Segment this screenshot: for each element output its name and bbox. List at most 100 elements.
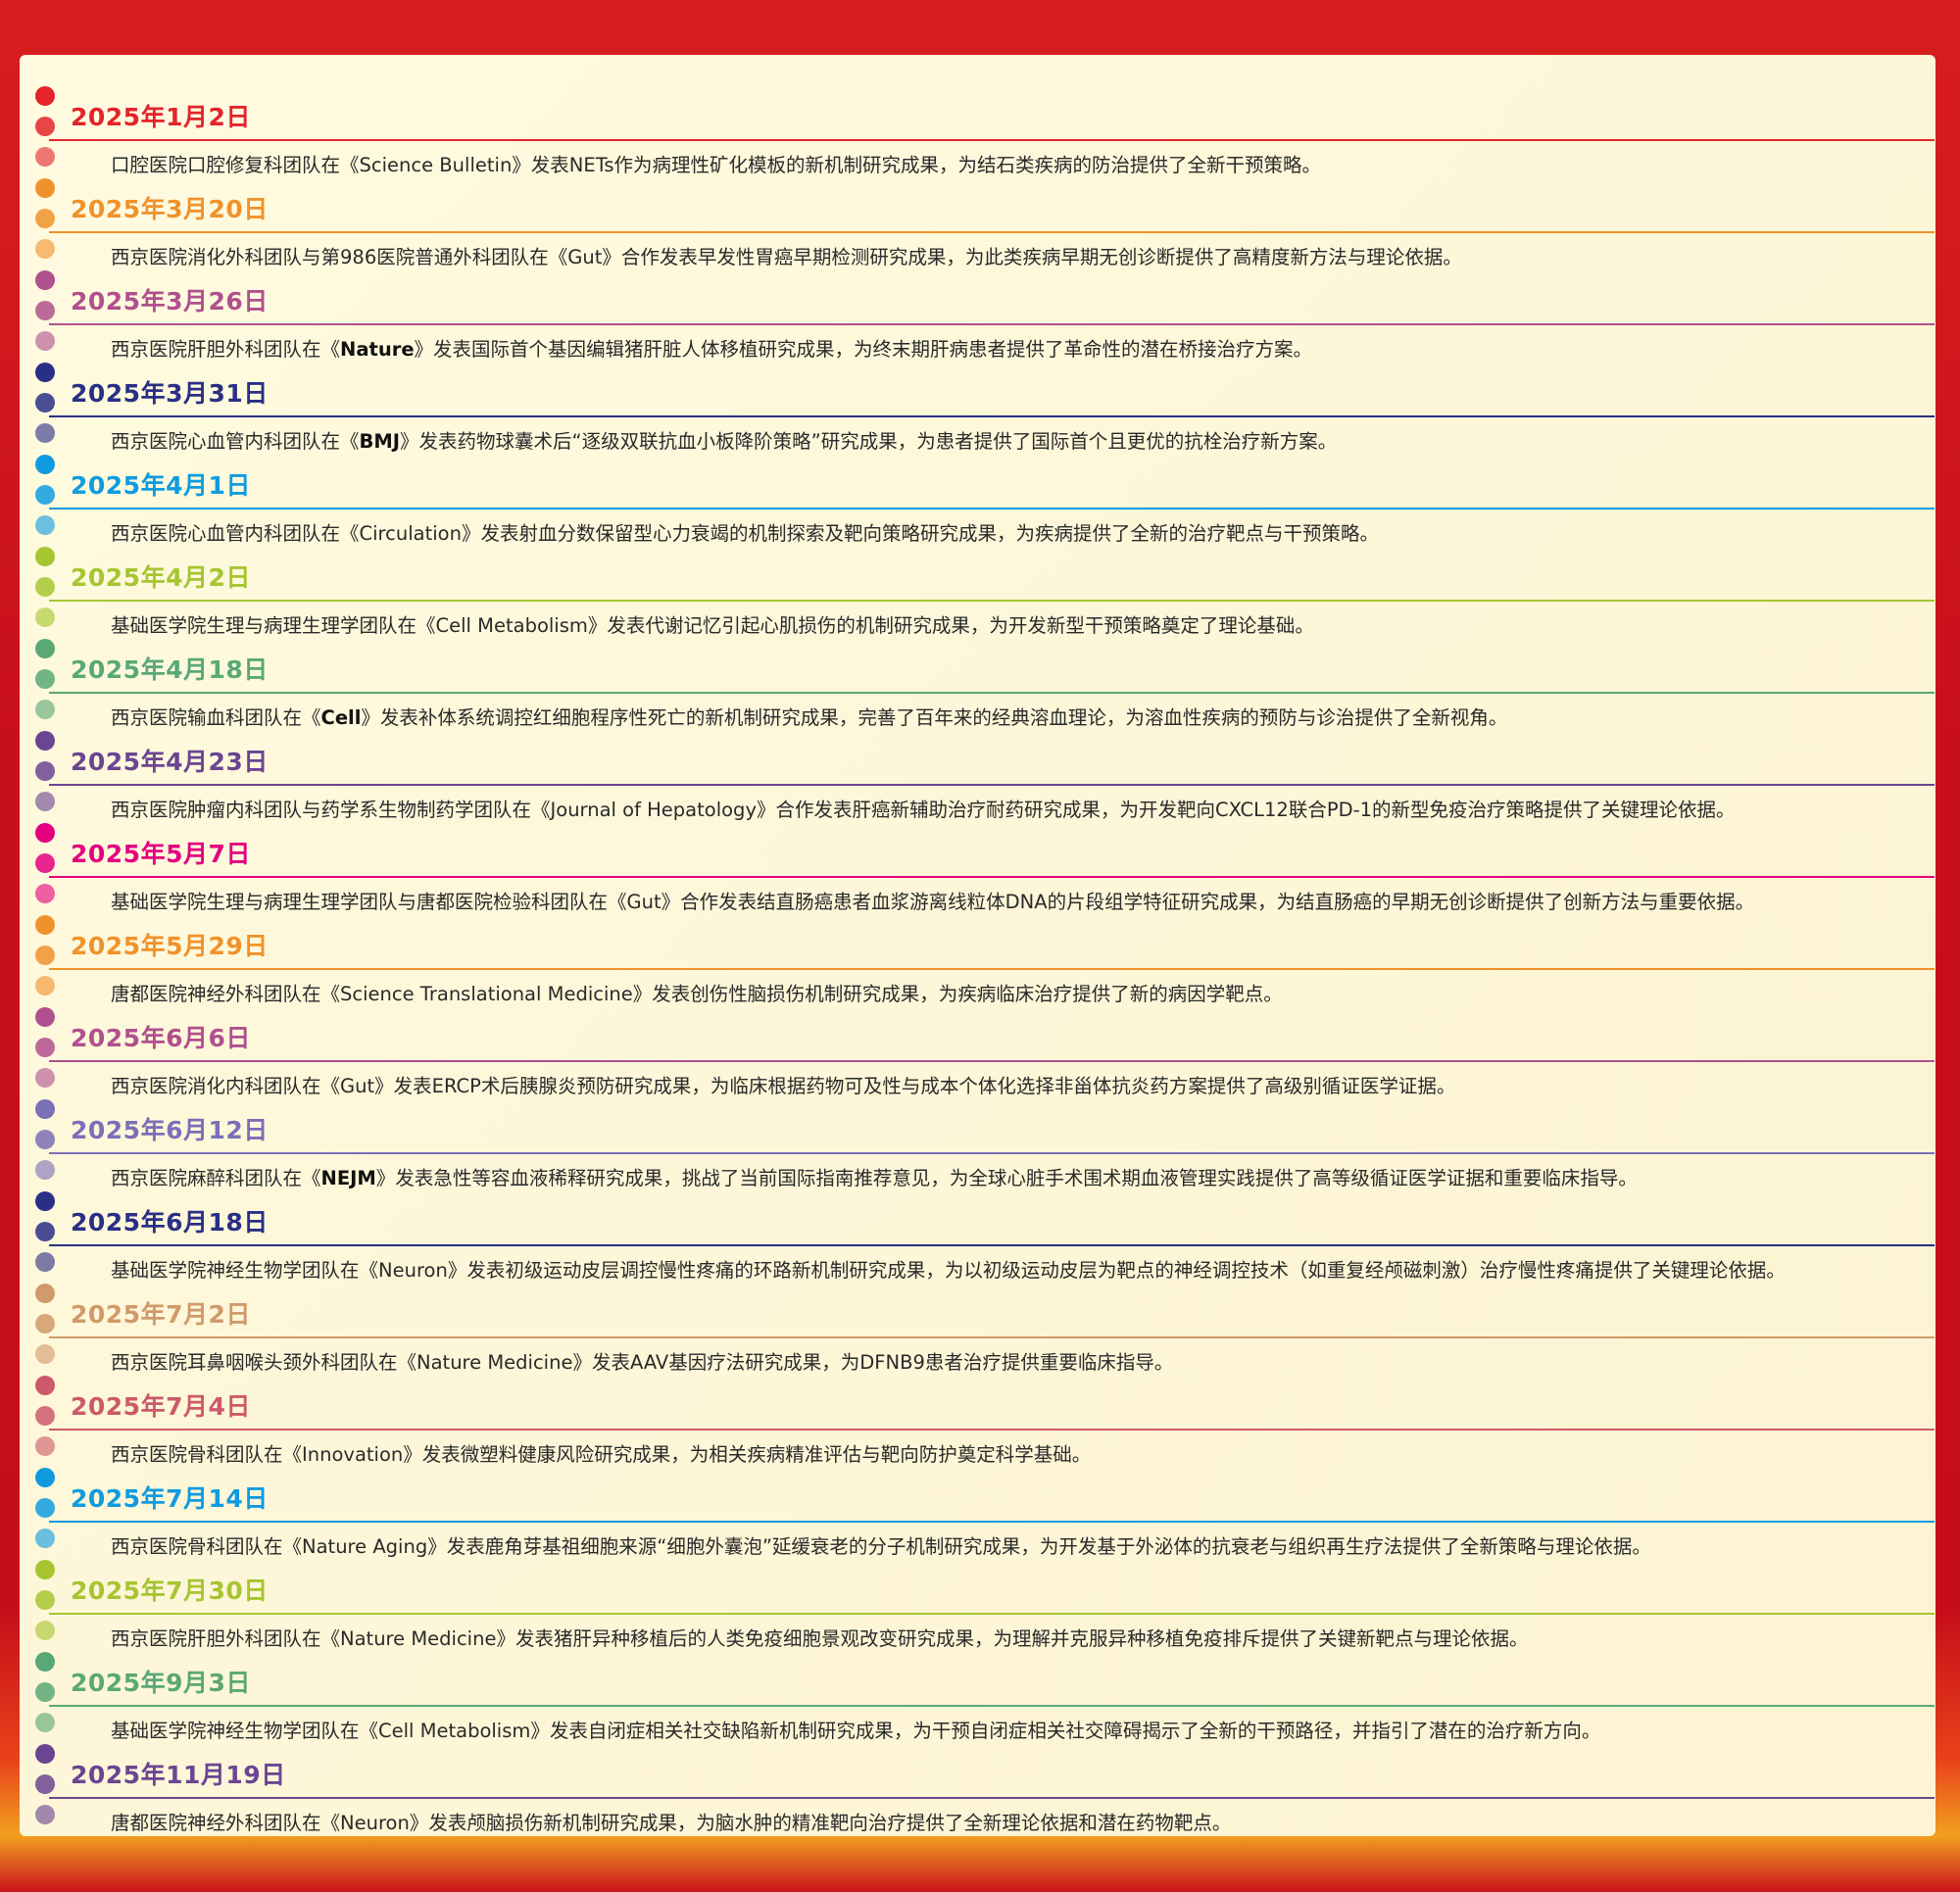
timeline-dot-icon bbox=[35, 823, 55, 843]
journal-name: Journal of Hepatology bbox=[550, 799, 757, 821]
journal-name: Cell Metabolism bbox=[435, 614, 588, 637]
timeline-dot-icon bbox=[35, 1191, 55, 1211]
description-text: 口腔医院口腔修复科团队在《 bbox=[111, 154, 360, 176]
entry-description: 唐都医院神经外科团队在《Neuron》发表颅脑损伤新机制研究成果，为脑水肿的精准… bbox=[111, 1807, 1231, 1835]
description-text: 》发表AAV基因疗法研究成果，为DFNB9患者治疗提供重要临床指导。 bbox=[572, 1351, 1174, 1374]
timeline-dot-icon bbox=[35, 301, 55, 320]
timeline-entry: 2025年4月18日西京医院输血科团队在《Cell》发表补体系统调控红细胞程序性… bbox=[20, 629, 1936, 729]
timeline-dot-icon bbox=[35, 1130, 55, 1149]
description-text: 》合作发表结直肠癌患者血浆游离线粒体DNA的片段组学特征研究成果，为结直肠癌的早… bbox=[661, 891, 1755, 913]
journal-name: Circulation bbox=[359, 522, 462, 545]
entry-description: 西京医院肝胆外科团队在《Nature》发表国际首个基因编辑猪肝脏人体移植研究成果… bbox=[111, 333, 1312, 362]
divider bbox=[49, 508, 1935, 509]
timeline-entry: 2025年7月30日 西京医院肝胆外科团队在《Nature Medicine》发表… bbox=[20, 1550, 1936, 1650]
timeline-dot-icon bbox=[35, 915, 55, 935]
journal-name: Innovation bbox=[302, 1443, 404, 1466]
timeline-dot-icon bbox=[35, 1038, 55, 1057]
timeline-dot-icon bbox=[35, 86, 55, 106]
timeline-dot-icon bbox=[35, 515, 55, 535]
entry-description: 西京医院消化外科团队与第986医院普通外科团队在《Gut》合作发表早发性胃癌早期… bbox=[111, 241, 1462, 269]
timeline-dot-icon bbox=[35, 792, 55, 811]
entry-date: 2025年4月18日 bbox=[71, 655, 269, 684]
divider bbox=[49, 1613, 1935, 1615]
timeline-dot-icon bbox=[35, 1682, 55, 1702]
description-text: 西京医院肿瘤内科团队与药学系生物制药学团队在《 bbox=[111, 799, 551, 821]
entry-date: 2025年3月20日 bbox=[71, 195, 269, 223]
timeline-dot-icon bbox=[35, 1621, 55, 1640]
entry-description: 西京医院心血管内科团队在《BMJ》发表药物球囊术后“逐级双联抗血小板降阶策略”研… bbox=[111, 425, 1337, 454]
timeline-entry: 2025年9月3日 基础医学院神经生物学团队在《Cell Metabolism》发… bbox=[20, 1642, 1936, 1742]
entry-description: 西京医院骨科团队在《Nature Aging》发表鹿角芽基祖细胞来源“细胞外囊泡… bbox=[111, 1530, 1651, 1559]
divider bbox=[49, 876, 1935, 878]
timeline-dot-icon bbox=[35, 547, 55, 566]
timeline-dot-icon bbox=[35, 1590, 55, 1610]
timeline-dot-icon bbox=[35, 1805, 55, 1824]
description-text: 》发表自闭症相关社交缺陷新机制研究成果，为干预自闭症相关社交障碍揭示了全新的干预… bbox=[530, 1720, 1601, 1742]
timeline-dot-icon bbox=[35, 455, 55, 474]
timeline-entry: 2025年6月6日西京医院消化内科团队在《Gut》发表ERCP术后胰腺炎预防研究… bbox=[20, 997, 1936, 1097]
timeline-entry: 2025年7月14日西京医院骨科团队在《Nature Aging》发表鹿角芽基祖… bbox=[20, 1458, 1936, 1558]
timeline-dot-icon bbox=[35, 1160, 55, 1180]
timeline-dot-icon bbox=[35, 239, 55, 259]
divider bbox=[49, 1244, 1935, 1246]
entry-description: 唐都医院神经外科团队在《Science Translational Medici… bbox=[111, 978, 1283, 1006]
timeline-dot-icon bbox=[35, 1436, 55, 1456]
timeline-dot-icon bbox=[35, 331, 55, 351]
timeline-dot-icon bbox=[35, 1284, 55, 1303]
timeline-dot-icon bbox=[35, 485, 55, 505]
entry-date: 2025年4月1日 bbox=[71, 471, 251, 500]
description-text: 西京医院肝胆外科团队在《 bbox=[111, 1627, 341, 1650]
timeline-entry: 2025年4月2日 基础医学院生理与病理生理学团队在《Cell Metabolis… bbox=[20, 537, 1936, 637]
entry-date: 2025年7月14日 bbox=[71, 1484, 269, 1513]
entry-description: 基础医学院神经生物学团队在《Cell Metabolism》发表自闭症相关社交缺… bbox=[111, 1715, 1600, 1743]
timeline-dot-icon bbox=[35, 1560, 55, 1579]
journal-name: NEJM bbox=[320, 1167, 376, 1189]
description-text: 基础医学院神经生物学团队在《 bbox=[111, 1720, 379, 1742]
timeline-dot-icon bbox=[35, 577, 55, 597]
timeline-dot-icon bbox=[35, 976, 55, 995]
description-text: 西京医院输血科团队在《 bbox=[111, 706, 321, 729]
entry-date: 2025年3月26日 bbox=[71, 287, 269, 315]
entry-date: 2025年6月6日 bbox=[71, 1024, 251, 1052]
divider bbox=[49, 1336, 1935, 1338]
description-text: 》发表补体系统调控红细胞程序性死亡的新机制研究成果，完善了百年来的经典溶血理论，… bbox=[361, 706, 1508, 729]
entry-description: 西京医院骨科团队在《Innovation》发表微塑料健康风险研究成果，为相关疾病… bbox=[111, 1438, 1091, 1467]
timeline-entry: 2025年4月1日 西京医院心血管内科团队在《Circulation》发表射血分数… bbox=[20, 445, 1936, 545]
description-text: 基础医学院生理与病理生理学团队与唐都医院检验科团队在《 bbox=[111, 891, 627, 913]
timeline-dot-icon bbox=[35, 1099, 55, 1119]
entry-description: 基础医学院生理与病理生理学团队与唐都医院检验科团队在《Gut》合作发表结直肠癌患… bbox=[111, 886, 1754, 914]
divider bbox=[49, 231, 1935, 233]
description-text: 西京医院心血管内科团队在《 bbox=[111, 522, 360, 545]
timeline-dot-icon bbox=[35, 1068, 55, 1088]
journal-name: Nature Medicine bbox=[416, 1351, 573, 1374]
description-text: 》发表微塑料健康风险研究成果，为相关疾病精准评估与靶向防护奠定科学基础。 bbox=[403, 1443, 1092, 1466]
divider bbox=[49, 1797, 1935, 1799]
timeline-dot-icon bbox=[35, 1376, 55, 1395]
divider bbox=[49, 1429, 1935, 1431]
entry-description: 西京医院耳鼻咽喉头颈外科团队在《Nature Medicine》发表AAV基因疗… bbox=[111, 1346, 1173, 1375]
timeline-dot-icon bbox=[35, 270, 55, 290]
journal-name: Science Bulletin bbox=[359, 154, 513, 176]
timeline-dot-icon bbox=[35, 1252, 55, 1272]
timeline-dot-icon bbox=[35, 1314, 55, 1334]
timeline-dot-icon bbox=[35, 1774, 55, 1794]
journal-name: BMJ bbox=[359, 430, 401, 453]
entry-date: 2025年5月29日 bbox=[71, 932, 269, 960]
divider bbox=[49, 1060, 1935, 1062]
timeline-dot-icon bbox=[35, 607, 55, 627]
divider bbox=[49, 784, 1935, 786]
description-text: 西京医院肝胆外科团队在《 bbox=[111, 338, 341, 361]
entry-date: 2025年3月31日 bbox=[71, 379, 269, 408]
description-text: 西京医院耳鼻咽喉头颈外科团队在《 bbox=[111, 1351, 417, 1374]
divider bbox=[49, 692, 1935, 694]
timeline-dot-icon bbox=[35, 393, 55, 412]
journal-name: Cell bbox=[320, 706, 362, 729]
timeline-dot-icon bbox=[35, 1744, 55, 1764]
entry-description: 西京医院消化内科团队在《Gut》发表ERCP术后胰腺炎预防研究成果，为临床根据药… bbox=[111, 1070, 1455, 1098]
description-text: 》发表药物球囊术后“逐级双联抗血小板降阶策略”研究成果，为患者提供了国际首个且更… bbox=[400, 430, 1338, 453]
entry-date: 2025年7月2日 bbox=[71, 1300, 251, 1329]
timeline-entry: 2025年1月2日 口腔医院口腔修复科团队在《Science Bulletin》发… bbox=[20, 76, 1936, 176]
timeline-dot-icon bbox=[35, 1222, 55, 1241]
description-text: 》发表颅脑损伤新机制研究成果，为脑水肿的精准靶向治疗提供了全新理论依据和潜在药物… bbox=[409, 1812, 1232, 1834]
entry-date: 2025年4月2日 bbox=[71, 563, 251, 592]
